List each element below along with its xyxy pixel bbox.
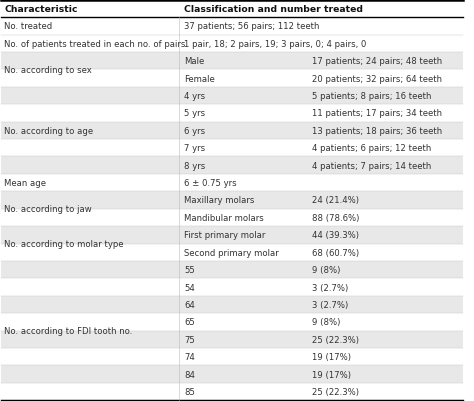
Bar (0, 244, 463, 261)
Bar (0, 348, 463, 366)
Bar (0, 1, 463, 18)
Text: 3 (2.7%): 3 (2.7%) (312, 283, 349, 292)
Text: 4 yrs: 4 yrs (184, 92, 205, 101)
Text: 9 (8%): 9 (8%) (312, 265, 341, 275)
Text: 4 patients; 7 pairs; 14 teeth: 4 patients; 7 pairs; 14 teeth (312, 161, 432, 170)
Text: 68 (60.7%): 68 (60.7%) (312, 248, 360, 257)
Text: 65: 65 (184, 318, 195, 326)
Text: Maxillary molars: Maxillary molars (184, 196, 255, 205)
Text: Mandibular molars: Mandibular molars (184, 213, 264, 223)
Text: No. according to sex: No. according to sex (4, 66, 92, 75)
Bar (0, 70, 463, 87)
Text: 55: 55 (184, 265, 195, 275)
Text: 75: 75 (184, 335, 195, 344)
Text: 3 (2.7%): 3 (2.7%) (312, 300, 349, 309)
Text: 8 yrs: 8 yrs (184, 161, 205, 170)
Text: No. treated: No. treated (4, 22, 53, 31)
Bar (0, 366, 463, 383)
Bar (0, 279, 463, 296)
Text: 84: 84 (184, 370, 195, 379)
Text: Second primary molar: Second primary molar (184, 248, 279, 257)
Text: 19 (17%): 19 (17%) (312, 370, 351, 379)
Text: No. according to FDI tooth no.: No. according to FDI tooth no. (4, 326, 133, 335)
Bar (0, 157, 463, 174)
Text: 5 patients; 8 pairs; 16 teeth: 5 patients; 8 pairs; 16 teeth (312, 92, 432, 101)
Text: 4 patients; 6 pairs; 12 teeth: 4 patients; 6 pairs; 12 teeth (312, 144, 432, 153)
Text: 74: 74 (184, 352, 195, 361)
Text: 20 patients; 32 pairs; 64 teeth: 20 patients; 32 pairs; 64 teeth (312, 75, 442, 83)
Text: Mean age: Mean age (4, 178, 46, 188)
Text: 13 patients; 18 pairs; 36 teeth: 13 patients; 18 pairs; 36 teeth (312, 126, 443, 136)
Bar (0, 35, 463, 53)
Text: Male: Male (184, 57, 204, 66)
Text: 25 (22.3%): 25 (22.3%) (312, 335, 359, 344)
Text: 24 (21.4%): 24 (21.4%) (312, 196, 359, 205)
Text: 17 patients; 24 pairs; 48 teeth: 17 patients; 24 pairs; 48 teeth (312, 57, 443, 66)
Text: No. according to age: No. according to age (4, 126, 93, 136)
Bar (0, 87, 463, 105)
Text: 1 pair, 18; 2 pairs, 19; 3 pairs, 0; 4 pairs, 0: 1 pair, 18; 2 pairs, 19; 3 pairs, 0; 4 p… (184, 40, 366, 49)
Text: No. of patients treated in each no. of pairs: No. of patients treated in each no. of p… (4, 40, 186, 49)
Bar (0, 105, 463, 122)
Text: No. according to molar type: No. according to molar type (4, 239, 124, 249)
Bar (0, 296, 463, 314)
Text: 6 yrs: 6 yrs (184, 126, 205, 136)
Text: 54: 54 (184, 283, 195, 292)
Bar (0, 227, 463, 244)
Bar (0, 53, 463, 70)
Bar (0, 174, 463, 192)
Text: 85: 85 (184, 387, 195, 396)
Bar (0, 383, 463, 400)
Text: 19 (17%): 19 (17%) (312, 352, 351, 361)
Text: No. according to jaw: No. according to jaw (4, 205, 92, 214)
Text: 7 yrs: 7 yrs (184, 144, 205, 153)
Text: 11 patients; 17 pairs; 34 teeth: 11 patients; 17 pairs; 34 teeth (312, 109, 442, 118)
Bar (0, 209, 463, 227)
Text: 5 yrs: 5 yrs (184, 109, 205, 118)
Bar (0, 140, 463, 157)
Text: Classification and number treated: Classification and number treated (184, 5, 363, 14)
Bar (0, 331, 463, 348)
Text: 44 (39.3%): 44 (39.3%) (312, 231, 359, 240)
Text: First primary molar: First primary molar (184, 231, 265, 240)
Text: 64: 64 (184, 300, 195, 309)
Bar (0, 122, 463, 140)
Bar (0, 261, 463, 279)
Text: 37 patients; 56 pairs; 112 teeth: 37 patients; 56 pairs; 112 teeth (184, 22, 319, 31)
Text: 6 ± 0.75 yrs: 6 ± 0.75 yrs (184, 178, 237, 188)
Text: Characteristic: Characteristic (4, 5, 78, 14)
Bar (0, 314, 463, 331)
Text: 9 (8%): 9 (8%) (312, 318, 341, 326)
Bar (0, 18, 463, 35)
Text: Female: Female (184, 75, 215, 83)
Text: 25 (22.3%): 25 (22.3%) (312, 387, 359, 396)
Text: 88 (78.6%): 88 (78.6%) (312, 213, 360, 223)
Bar (0, 192, 463, 209)
